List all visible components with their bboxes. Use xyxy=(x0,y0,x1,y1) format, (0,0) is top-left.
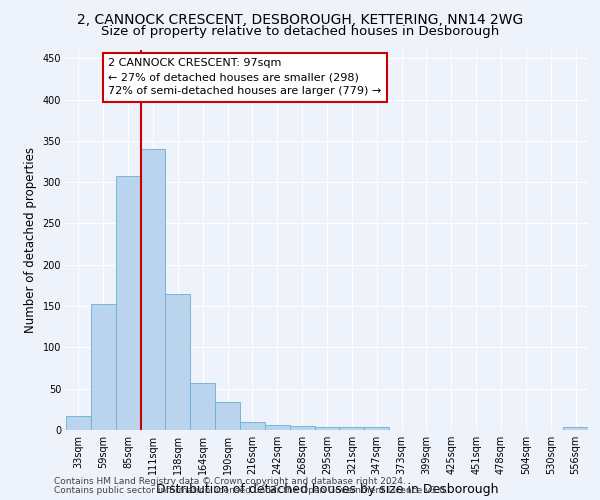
Bar xyxy=(116,176,140,430)
Bar xyxy=(364,426,389,430)
Bar xyxy=(290,426,314,430)
Bar xyxy=(166,294,190,430)
X-axis label: Distribution of detached houses by size in Desborough: Distribution of detached houses by size … xyxy=(156,482,498,496)
Bar xyxy=(265,425,290,430)
Text: Contains HM Land Registry data © Crown copyright and database right 2024.: Contains HM Land Registry data © Crown c… xyxy=(54,477,406,486)
Bar xyxy=(240,422,265,430)
Bar xyxy=(563,426,588,430)
Bar xyxy=(140,149,166,430)
Bar xyxy=(91,304,116,430)
Text: Size of property relative to detached houses in Desborough: Size of property relative to detached ho… xyxy=(101,25,499,38)
Text: Contains public sector information licensed under the Open Government Licence v3: Contains public sector information licen… xyxy=(54,486,448,495)
Bar xyxy=(340,426,364,430)
Text: 2, CANNOCK CRESCENT, DESBOROUGH, KETTERING, NN14 2WG: 2, CANNOCK CRESCENT, DESBOROUGH, KETTERI… xyxy=(77,12,523,26)
Bar xyxy=(66,416,91,430)
Text: 2 CANNOCK CRESCENT: 97sqm
← 27% of detached houses are smaller (298)
72% of semi: 2 CANNOCK CRESCENT: 97sqm ← 27% of detac… xyxy=(108,58,382,96)
Y-axis label: Number of detached properties: Number of detached properties xyxy=(24,147,37,333)
Bar xyxy=(215,402,240,430)
Bar xyxy=(314,426,340,430)
Bar xyxy=(190,383,215,430)
